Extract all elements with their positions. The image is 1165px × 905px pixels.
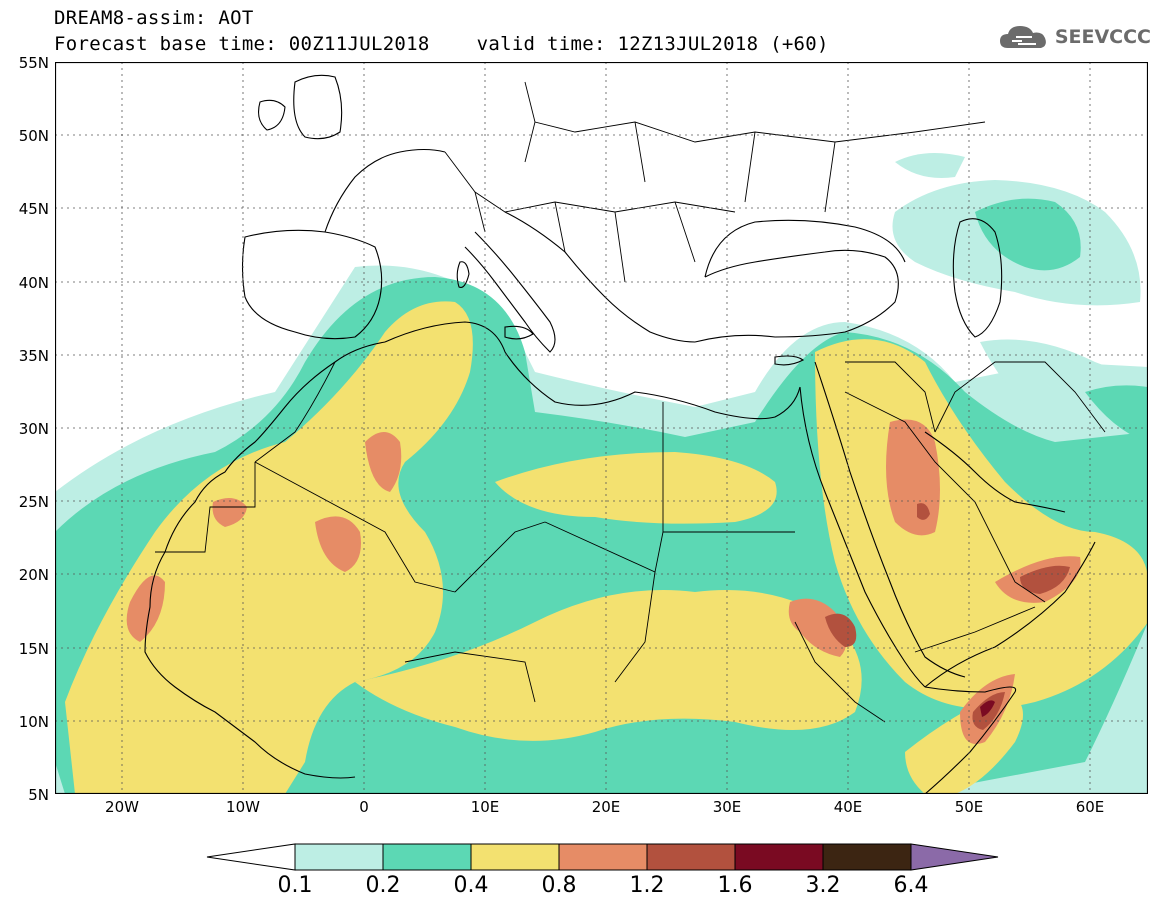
horn-of-africa [924,686,1017,794]
aot-band-0.2-caspian [975,198,1081,271]
colorbar-svg [206,843,999,871]
red-sea-east [814,361,966,678]
aot-band-0.1-caspian-b [895,153,965,178]
lat-label: 15N [18,640,49,658]
persian-gulf [924,431,1066,513]
colorbar-label: 6.4 [893,873,929,898]
border-europe-b [474,191,696,283]
border-morocco-algeria [254,361,336,463]
lat-label: 55N [18,54,49,72]
lon-label: 30E [712,798,742,816]
arabia-south-coast [924,541,1096,688]
colorbar-label: 1.2 [629,873,665,898]
colorbar-swatch-1 [294,843,384,871]
aot-band-0.8-algeria [365,432,402,492]
lat-label: 40N [18,274,49,292]
lat-label: 45N [18,200,49,218]
aot-field-layer [55,153,1148,794]
aot-band-0.8-mali [315,516,361,572]
africa-north-coast [384,321,801,420]
colorbar-swatch-5 [646,843,736,871]
sardinia [456,261,470,289]
border-chad-sudan [614,571,656,683]
lat-label: 50N [18,127,49,145]
aot-map-svg [55,62,1148,794]
lon-label: 20W [105,798,139,816]
aot-band-0.2-gulf [1085,385,1148,442]
colorbar-label: 0.2 [365,873,401,898]
graticule [55,62,1148,794]
map-plot [55,62,1148,794]
balkans-coast [504,211,696,343]
logo-text: SEEVCCC [1054,26,1151,48]
border-saudi [844,391,1046,603]
seevccc-logo: SEEVCCC [998,22,1151,52]
cloud-logo-icon [999,26,1046,48]
africa-west-coast [144,341,386,779]
colorbar-label: 3.2 [805,873,841,898]
turkey-coast [694,249,899,343]
colorbar-swatch-6 [734,843,824,871]
aot-band-0.4-libya [495,452,777,524]
colorbar-arrow-high [910,843,999,871]
aot-band-1.2-oman [1020,565,1070,594]
lat-label: 30N [18,420,49,438]
border-yemen [914,606,1036,653]
lon-label: 60E [1075,798,1105,816]
aot-band-1.2-arabia [917,503,930,520]
lon-label: 50E [954,798,984,816]
colorbar-label: 0.4 [453,873,489,898]
border-layer [155,81,1106,723]
aot-band-0.8-mauritania [126,575,165,642]
forecast-time-line: Forecast base time: 00Z11JUL2018 valid t… [54,33,829,55]
border-europe-d [524,121,836,213]
lon-label: 10E [470,798,500,816]
caspian-sea [952,218,1003,338]
aot-band-0.4-sahel [355,590,862,741]
lat-label: 20N [18,566,49,584]
black-sea [704,219,906,278]
colorbar-label: 0.8 [541,873,577,898]
aot-band-1.6-somalia [980,700,995,717]
colorbar-label: 1.6 [717,873,753,898]
border-niger-chad [454,521,546,593]
uk [293,74,343,140]
border-iran [934,361,1106,433]
colorbar-swatch-2 [382,843,472,871]
color-scale-bar [205,842,1000,872]
border-mauritania [155,462,256,553]
colorbar-swatch-7 [822,843,912,871]
colorbar-arrow-low [206,843,296,871]
border-iraq [845,361,936,433]
colorbar-swatch-4 [558,843,648,871]
coastline-layer [144,74,1096,794]
france-coast [324,148,446,233]
lon-label: 20E [591,798,621,816]
border-sudan-ethiopia [794,621,886,723]
lat-label: 25N [18,493,49,511]
ireland [258,99,286,131]
border-europe-c [524,81,986,143]
map-border [55,62,1148,794]
red-sea-west [799,386,926,688]
sicily [504,325,534,340]
lat-label: 10N [18,713,49,731]
aot-band-0.8-mauritania-b [212,498,247,527]
border-algeria-mali [254,461,456,593]
aot-band-0.8-redsea [788,598,847,657]
cyprus [774,355,805,366]
aot-band-0.4-west [65,301,473,794]
lon-label: 40E [833,798,863,816]
border-nigeria [404,651,536,703]
lat-label: 5N [28,786,49,804]
lon-label: 0 [359,798,369,816]
aot-band-1.2-yemen [825,613,857,647]
map-title: DREAM8-assim: AOT [54,7,254,29]
colorbar-label: 0.1 [277,873,313,898]
colorbar-swatch-3 [470,843,560,871]
lon-label: 10W [226,798,260,816]
lat-label: 35N [18,347,49,365]
